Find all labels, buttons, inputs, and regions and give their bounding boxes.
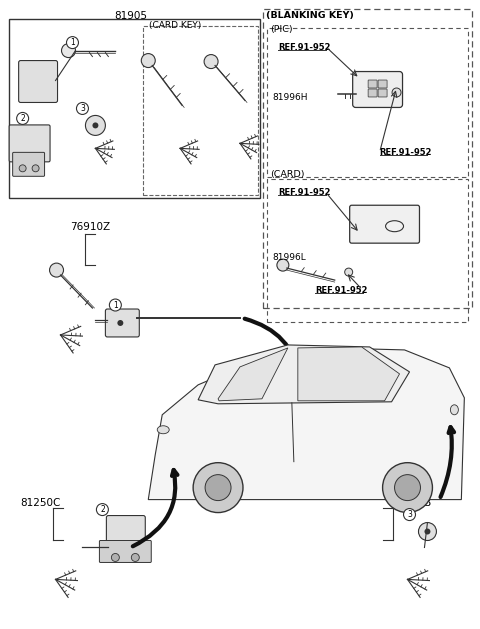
Text: REF.91-952: REF.91-952 xyxy=(315,286,367,295)
Text: 1: 1 xyxy=(113,301,118,309)
Text: (PIC): (PIC) xyxy=(270,25,292,33)
Bar xyxy=(144,26,258,195)
Circle shape xyxy=(49,263,63,277)
Circle shape xyxy=(61,43,75,58)
Text: REF.91-952: REF.91-952 xyxy=(278,43,330,52)
Circle shape xyxy=(111,554,120,562)
Text: 1: 1 xyxy=(70,38,75,47)
Text: 76910Z: 76910Z xyxy=(71,222,110,232)
Text: 2: 2 xyxy=(20,114,25,123)
FancyBboxPatch shape xyxy=(19,60,58,103)
Text: REF.91-952: REF.91-952 xyxy=(380,148,432,157)
Ellipse shape xyxy=(450,405,458,415)
Text: REF.91-952: REF.91-952 xyxy=(278,188,330,198)
Circle shape xyxy=(204,55,218,69)
Bar xyxy=(267,28,468,177)
Circle shape xyxy=(96,504,108,516)
Circle shape xyxy=(205,475,231,501)
FancyBboxPatch shape xyxy=(378,89,387,97)
Bar xyxy=(9,19,260,198)
Circle shape xyxy=(424,528,431,535)
Circle shape xyxy=(345,268,353,276)
FancyBboxPatch shape xyxy=(9,125,50,162)
FancyBboxPatch shape xyxy=(12,152,45,176)
Circle shape xyxy=(117,320,123,326)
Circle shape xyxy=(392,88,401,97)
Circle shape xyxy=(419,523,436,540)
Polygon shape xyxy=(298,347,399,401)
FancyBboxPatch shape xyxy=(99,540,151,562)
Circle shape xyxy=(85,116,106,135)
Text: (BLANKING KEY): (BLANKING KEY) xyxy=(266,11,354,19)
Ellipse shape xyxy=(157,426,169,434)
FancyBboxPatch shape xyxy=(378,80,387,88)
Polygon shape xyxy=(218,348,288,401)
Circle shape xyxy=(67,36,78,48)
Circle shape xyxy=(132,554,139,562)
Bar xyxy=(267,179,468,322)
Text: (CARD): (CARD) xyxy=(270,170,304,179)
Bar xyxy=(263,9,472,308)
Circle shape xyxy=(277,259,289,271)
Circle shape xyxy=(395,475,420,501)
FancyBboxPatch shape xyxy=(107,516,145,550)
FancyBboxPatch shape xyxy=(353,72,403,108)
Circle shape xyxy=(17,113,29,125)
FancyBboxPatch shape xyxy=(350,205,420,243)
FancyBboxPatch shape xyxy=(106,309,139,337)
Text: 81250C: 81250C xyxy=(21,498,61,508)
Circle shape xyxy=(19,165,26,172)
Text: 3: 3 xyxy=(407,510,412,519)
Circle shape xyxy=(76,103,88,114)
Text: 3: 3 xyxy=(80,104,85,113)
Text: 81521B: 81521B xyxy=(392,498,432,508)
Text: (CARD KEY): (CARD KEY) xyxy=(149,21,201,30)
Text: 81905: 81905 xyxy=(114,11,147,21)
Circle shape xyxy=(93,123,98,128)
Circle shape xyxy=(383,463,432,513)
Circle shape xyxy=(109,299,121,311)
Text: 81996L: 81996L xyxy=(272,253,306,262)
Text: 81996H: 81996H xyxy=(272,94,307,103)
FancyBboxPatch shape xyxy=(368,89,377,97)
Circle shape xyxy=(404,509,416,521)
Circle shape xyxy=(141,53,155,67)
FancyBboxPatch shape xyxy=(368,80,377,88)
Circle shape xyxy=(32,165,39,172)
Polygon shape xyxy=(148,348,464,499)
Circle shape xyxy=(193,463,243,513)
Text: 2: 2 xyxy=(100,505,105,514)
Polygon shape xyxy=(198,345,409,404)
